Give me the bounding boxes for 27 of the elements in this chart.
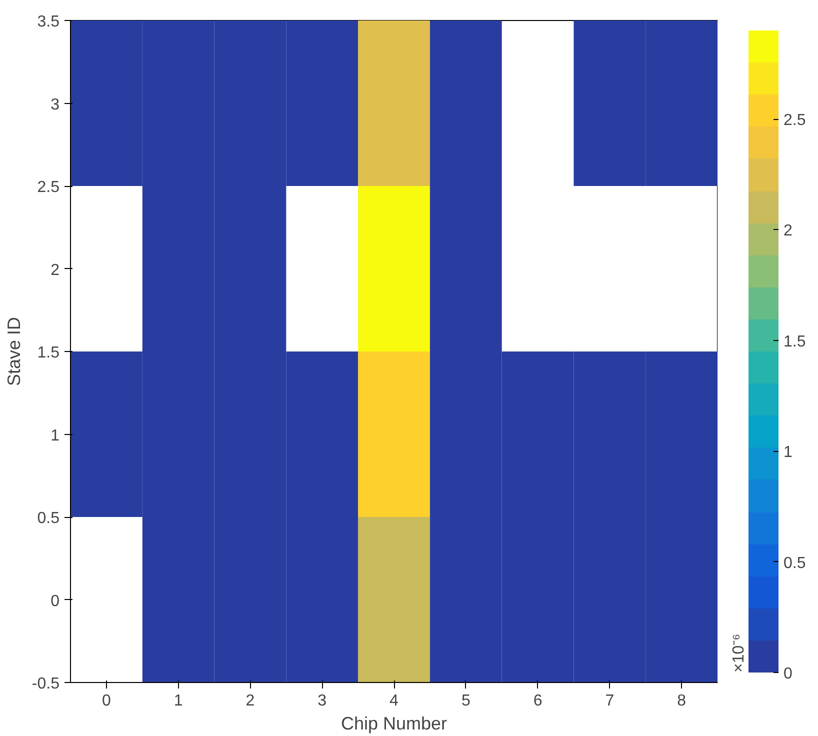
color-bar-label: 1.5 <box>784 333 806 350</box>
x-tick-label: 3 <box>318 692 327 710</box>
x-tick-label: 6 <box>533 692 542 710</box>
y-tick-label: 0 <box>50 592 60 610</box>
x-tick-label: 0 <box>102 692 111 710</box>
x-tick-label: 4 <box>390 692 399 710</box>
y-tick-label: 1.5 <box>37 344 60 362</box>
color-bar-label: 0.5 <box>784 554 806 572</box>
y-axis-title: Stave ID <box>4 316 24 386</box>
x-tick-label: 7 <box>605 692 614 710</box>
x-axis-title: Chip Number <box>340 714 448 734</box>
y-tick-label: 0.5 <box>37 510 60 527</box>
color-bar-label: 0 <box>784 666 792 682</box>
y-tick-label: 2.5 <box>37 179 60 196</box>
x-tick-label: 5 <box>461 692 470 710</box>
y-tick-label: 3 <box>50 96 60 114</box>
y-tick-label: 1 <box>50 427 60 444</box>
y-tick-label: 3.5 <box>37 14 60 30</box>
x-tick-label: 1 <box>174 692 183 710</box>
color-bar-label: 2.5 <box>784 112 806 130</box>
color-bar-label: 1 <box>784 444 792 462</box>
y-tick-label: 2 <box>50 262 60 279</box>
y-tick-label: -0.5 <box>32 676 60 692</box>
x-tick-label: 2 <box>246 692 255 710</box>
x-tick-label: 8 <box>677 692 686 710</box>
color-bar-title: ×10⁻⁶ <box>730 634 748 672</box>
color-bar-label: 2 <box>784 222 792 240</box>
